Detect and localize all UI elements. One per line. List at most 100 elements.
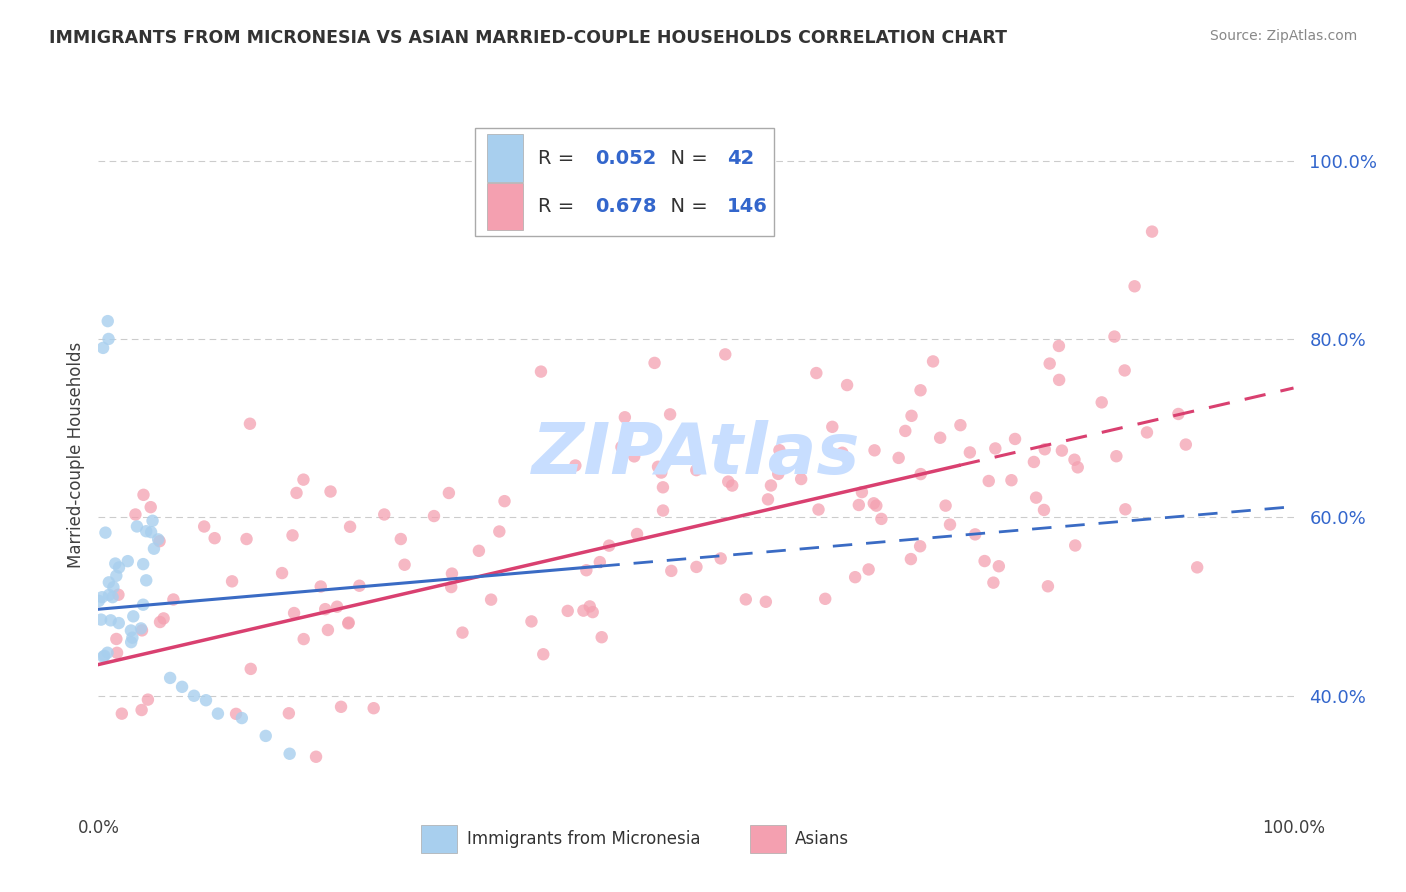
Point	[582, 605, 605, 619]
Point	[626, 527, 648, 541]
Point	[768, 443, 790, 458]
Point	[1025, 491, 1047, 505]
Point	[1036, 579, 1059, 593]
Bar	[486, 135, 523, 182]
Point	[135, 524, 157, 539]
Point	[1047, 339, 1070, 353]
Point	[149, 615, 172, 629]
Point	[132, 488, 155, 502]
Point	[96, 646, 118, 660]
Point	[858, 562, 880, 576]
Point	[870, 512, 893, 526]
Point	[104, 557, 127, 571]
Text: Asians: Asians	[796, 830, 849, 848]
Point	[319, 484, 342, 499]
Point	[326, 599, 349, 614]
Point	[105, 646, 128, 660]
Point	[91, 591, 114, 605]
Point	[965, 527, 987, 541]
Point	[984, 442, 1007, 456]
Point	[148, 533, 170, 547]
Point	[231, 711, 253, 725]
Point	[1136, 425, 1159, 440]
Point	[598, 539, 620, 553]
Point	[440, 580, 463, 594]
Point	[734, 592, 756, 607]
Point	[557, 604, 579, 618]
Point	[1140, 225, 1163, 239]
Point	[309, 580, 332, 594]
Point	[100, 613, 122, 627]
Point	[1064, 539, 1087, 553]
Point	[132, 557, 155, 571]
Point	[575, 563, 598, 577]
Point	[162, 592, 184, 607]
Point	[468, 544, 491, 558]
Point	[204, 531, 226, 545]
Point	[900, 409, 922, 423]
Point	[172, 680, 194, 694]
Point	[910, 384, 932, 398]
Point	[959, 445, 981, 459]
Point	[107, 588, 129, 602]
Point	[292, 473, 315, 487]
Point	[564, 458, 586, 473]
Text: ZIPAtlas: ZIPAtlas	[531, 420, 860, 490]
Point	[1022, 455, 1045, 469]
Point	[644, 356, 666, 370]
Text: 42: 42	[727, 149, 754, 168]
Point	[93, 648, 115, 663]
Point	[120, 624, 142, 638]
Point	[97, 332, 120, 346]
Point	[129, 621, 152, 635]
Point	[254, 729, 277, 743]
Point	[195, 693, 218, 707]
Text: N =: N =	[658, 197, 714, 216]
Point	[440, 566, 463, 581]
Point	[221, 574, 243, 589]
Point	[1067, 460, 1090, 475]
Point	[623, 450, 645, 464]
Text: IMMIGRANTS FROM MICRONESIA VS ASIAN MARRIED-COUPLE HOUSEHOLDS CORRELATION CHART: IMMIGRANTS FROM MICRONESIA VS ASIAN MARR…	[49, 29, 1007, 46]
Point	[659, 408, 682, 422]
Point	[1105, 449, 1128, 463]
Point	[768, 467, 790, 481]
Point	[790, 472, 813, 486]
Point	[821, 420, 844, 434]
Point	[124, 508, 146, 522]
Point	[983, 575, 1005, 590]
Point	[108, 560, 131, 574]
Point	[572, 604, 595, 618]
Point	[389, 532, 412, 546]
Point	[831, 446, 853, 460]
Text: N =: N =	[658, 149, 714, 168]
Point	[225, 706, 247, 721]
Point	[939, 517, 962, 532]
Point	[135, 574, 157, 588]
Point	[136, 692, 159, 706]
Point	[650, 466, 672, 480]
Point	[977, 474, 1000, 488]
Point	[122, 609, 145, 624]
Bar	[422, 825, 457, 853]
Point	[1039, 357, 1062, 371]
Point	[530, 365, 553, 379]
Point	[488, 524, 510, 539]
Point	[239, 662, 262, 676]
Point	[865, 499, 887, 513]
Point	[316, 623, 339, 637]
Point	[1033, 442, 1056, 457]
Point	[103, 580, 125, 594]
Point	[1091, 395, 1114, 409]
Point	[271, 566, 294, 580]
Point	[710, 551, 733, 566]
Point	[91, 341, 114, 355]
Point	[131, 624, 153, 638]
Point	[714, 347, 737, 361]
Point	[132, 598, 155, 612]
Point	[1063, 452, 1085, 467]
Point	[1174, 437, 1197, 451]
Point	[285, 486, 308, 500]
Point	[451, 625, 474, 640]
Bar	[486, 183, 523, 230]
